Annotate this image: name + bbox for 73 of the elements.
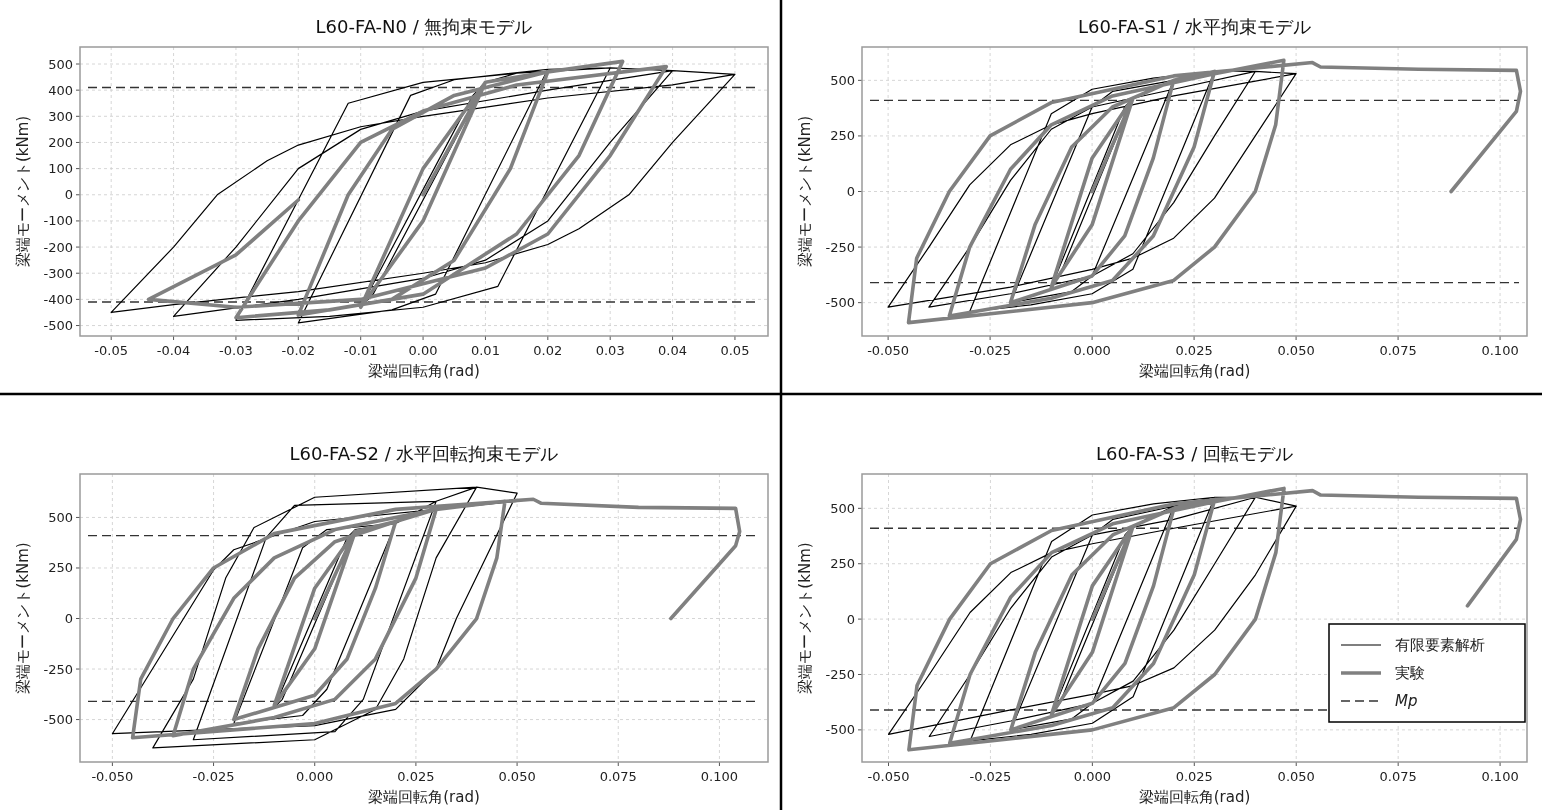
y-tick-label: -500 [43, 318, 73, 334]
x-tick-label: 0.04 [658, 343, 688, 358]
y-tick-label: -200 [43, 239, 73, 255]
x-tick-label: -0.02 [281, 343, 316, 358]
chart-title: L60-FA-S1 / 水平拘束モデル [1078, 16, 1311, 37]
x-tick-label: -0.01 [343, 343, 378, 358]
y-tick-label: 250 [830, 556, 855, 572]
chart-title: L60-FA-S2 / 水平回転拘束モデル [289, 443, 559, 464]
y-tick-label: -250 [43, 661, 73, 677]
x-tick-label: 0.00 [408, 343, 438, 358]
x-tick-label: 0.075 [1379, 769, 1417, 784]
y-tick-label: 0 [846, 611, 855, 627]
y-tick-label: 300 [48, 108, 73, 124]
x-tick-label: 0.100 [1481, 343, 1519, 358]
y-tick-label: -250 [825, 666, 855, 682]
y-tick-label: 200 [48, 134, 73, 150]
y-tick-label: 0 [846, 184, 855, 199]
x-axis-title: 梁端回転角(rad) [1138, 788, 1251, 806]
y-axis-title: 梁端モーメント(kNm) [796, 115, 814, 268]
x-tick-label: -0.05 [94, 343, 129, 358]
y-tick-label: 500 [830, 500, 855, 516]
y-tick-label: 500 [48, 509, 73, 525]
legend-label: Mp [1395, 692, 1418, 710]
x-tick-label: -0.050 [867, 769, 910, 784]
y-tick-label: 250 [830, 128, 855, 144]
y-tick-label: -500 [43, 712, 73, 728]
legend-label: 有限要素解析 [1395, 636, 1485, 654]
x-axis-title: 梁端回転角(rad) [368, 362, 480, 380]
x-tick-label: 0.100 [700, 769, 739, 784]
x-tick-label: -0.025 [969, 769, 1012, 784]
x-tick-label: -0.025 [969, 343, 1012, 358]
x-tick-label: -0.050 [91, 769, 134, 784]
x-tick-label: 0.025 [397, 769, 435, 784]
x-tick-label: 0.025 [1175, 769, 1213, 784]
y-tick-label: 100 [48, 161, 73, 177]
y-tick-label: 250 [48, 560, 73, 576]
x-tick-label: 0.025 [1175, 343, 1213, 358]
y-tick-label: -500 [825, 295, 855, 311]
x-tick-label: 0.075 [599, 769, 637, 784]
y-tick-label: 400 [48, 82, 73, 98]
x-tick-label: 0.075 [1379, 343, 1417, 358]
x-tick-label: -0.050 [867, 343, 910, 358]
x-tick-label: 0.01 [470, 343, 500, 358]
x-tick-label: 0.100 [1481, 769, 1519, 784]
y-tick-label: 0 [64, 187, 73, 203]
y-tick-label: -250 [825, 239, 855, 255]
x-tick-label: -0.03 [219, 343, 253, 358]
y-tick-label: -500 [825, 722, 855, 738]
x-axis-title: 梁端回転角(rad) [1138, 362, 1251, 380]
legend-label: 実験 [1395, 664, 1425, 682]
y-axis-title: 梁端モーメント(kNm) [796, 542, 814, 694]
y-tick-label: 500 [48, 56, 73, 72]
x-tick-label: 0.050 [498, 769, 536, 784]
y-tick-label: -400 [43, 291, 73, 307]
x-tick-label: 0.050 [1277, 343, 1315, 358]
y-axis-title: 梁端モーメント(kNm) [14, 542, 32, 694]
x-tick-label: 0.03 [595, 343, 625, 358]
y-tick-label: 0 [64, 611, 73, 627]
x-tick-label: -0.025 [192, 769, 235, 784]
x-tick-label: 0.050 [1277, 769, 1315, 784]
chart-title: L60-FA-S3 / 回転モデル [1096, 443, 1293, 464]
x-tick-label: 0.000 [1073, 769, 1111, 784]
y-tick-label: -100 [43, 213, 73, 229]
y-tick-label: -300 [43, 265, 73, 281]
x-tick-label: -0.04 [156, 343, 191, 358]
x-tick-label: 0.000 [1073, 343, 1111, 358]
x-tick-label: 0.02 [533, 343, 563, 358]
chart-title: L60-FA-N0 / 無拘束モデル [315, 16, 533, 37]
y-axis-title: 梁端モーメント(kNm) [14, 115, 32, 268]
x-axis-title: 梁端回転角(rad) [368, 788, 480, 806]
y-tick-label: 500 [830, 72, 855, 88]
x-tick-label: 0.000 [296, 769, 334, 784]
x-tick-label: 0.05 [720, 343, 750, 358]
